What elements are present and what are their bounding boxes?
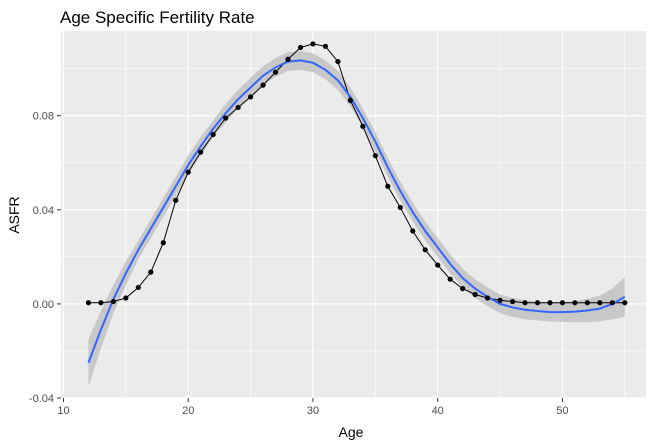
data-point <box>497 297 503 303</box>
x-tick-label: 20 <box>182 405 194 417</box>
observed-points-layer <box>85 41 628 306</box>
smooth-fit-line <box>87 59 626 364</box>
y-tick-label: -0.04 <box>29 393 54 405</box>
data-point <box>397 204 403 211</box>
confidence-ribbon-layer <box>88 50 625 387</box>
data-point <box>347 97 353 104</box>
x-tick-label: 50 <box>556 405 568 417</box>
data-point <box>110 298 116 305</box>
data-point <box>597 300 603 306</box>
x-axis-title: Age <box>339 424 364 440</box>
data-point <box>272 69 279 75</box>
data-point <box>472 291 478 298</box>
data-point <box>559 300 566 306</box>
data-point <box>185 169 191 175</box>
data-point <box>372 153 378 159</box>
data-point <box>235 104 241 111</box>
data-point <box>223 115 229 121</box>
plot-panel <box>61 31 646 398</box>
data-point <box>198 149 204 155</box>
data-point <box>173 197 179 203</box>
y-axis-ticks: -0.04 0.00 0.04 0.08 <box>29 111 61 405</box>
data-point <box>385 183 391 189</box>
data-point <box>148 269 154 275</box>
y-tick-label: 0.08 <box>33 111 54 123</box>
smooth-line-layer <box>87 59 626 364</box>
data-point <box>584 300 590 306</box>
data-point <box>484 295 491 301</box>
data-point <box>160 240 166 246</box>
data-point <box>572 300 578 306</box>
data-point <box>297 44 304 51</box>
data-point <box>410 228 416 234</box>
data-point <box>247 94 254 100</box>
data-point <box>534 300 541 306</box>
x-axis-ticks: 10 20 30 40 50 <box>57 398 569 417</box>
data-point <box>422 247 428 253</box>
major-gridlines <box>61 31 646 399</box>
data-point <box>85 300 92 306</box>
data-point <box>135 284 141 291</box>
data-point <box>435 262 441 268</box>
chart-title: Age Specific Fertility Rate <box>60 8 255 27</box>
y-axis-title: ASFR <box>6 196 22 233</box>
data-point <box>98 300 104 306</box>
y-tick-label: 0.00 <box>33 299 54 311</box>
data-point <box>360 123 366 129</box>
data-point <box>335 58 341 65</box>
data-point <box>522 300 528 306</box>
data-point <box>547 300 553 306</box>
x-tick-label: 10 <box>57 405 69 417</box>
data-point <box>285 56 291 62</box>
data-point <box>509 298 516 305</box>
data-point <box>123 295 129 301</box>
data-point <box>460 286 466 292</box>
data-point <box>260 82 266 88</box>
data-point <box>447 276 453 282</box>
data-point <box>622 300 628 306</box>
data-point <box>310 41 316 47</box>
data-point <box>210 131 216 138</box>
data-point <box>322 43 329 49</box>
confidence-ribbon <box>88 50 625 387</box>
x-tick-label: 40 <box>432 405 444 417</box>
data-point <box>609 300 615 306</box>
y-tick-label: 0.04 <box>33 205 54 217</box>
x-tick-label: 30 <box>307 405 319 417</box>
